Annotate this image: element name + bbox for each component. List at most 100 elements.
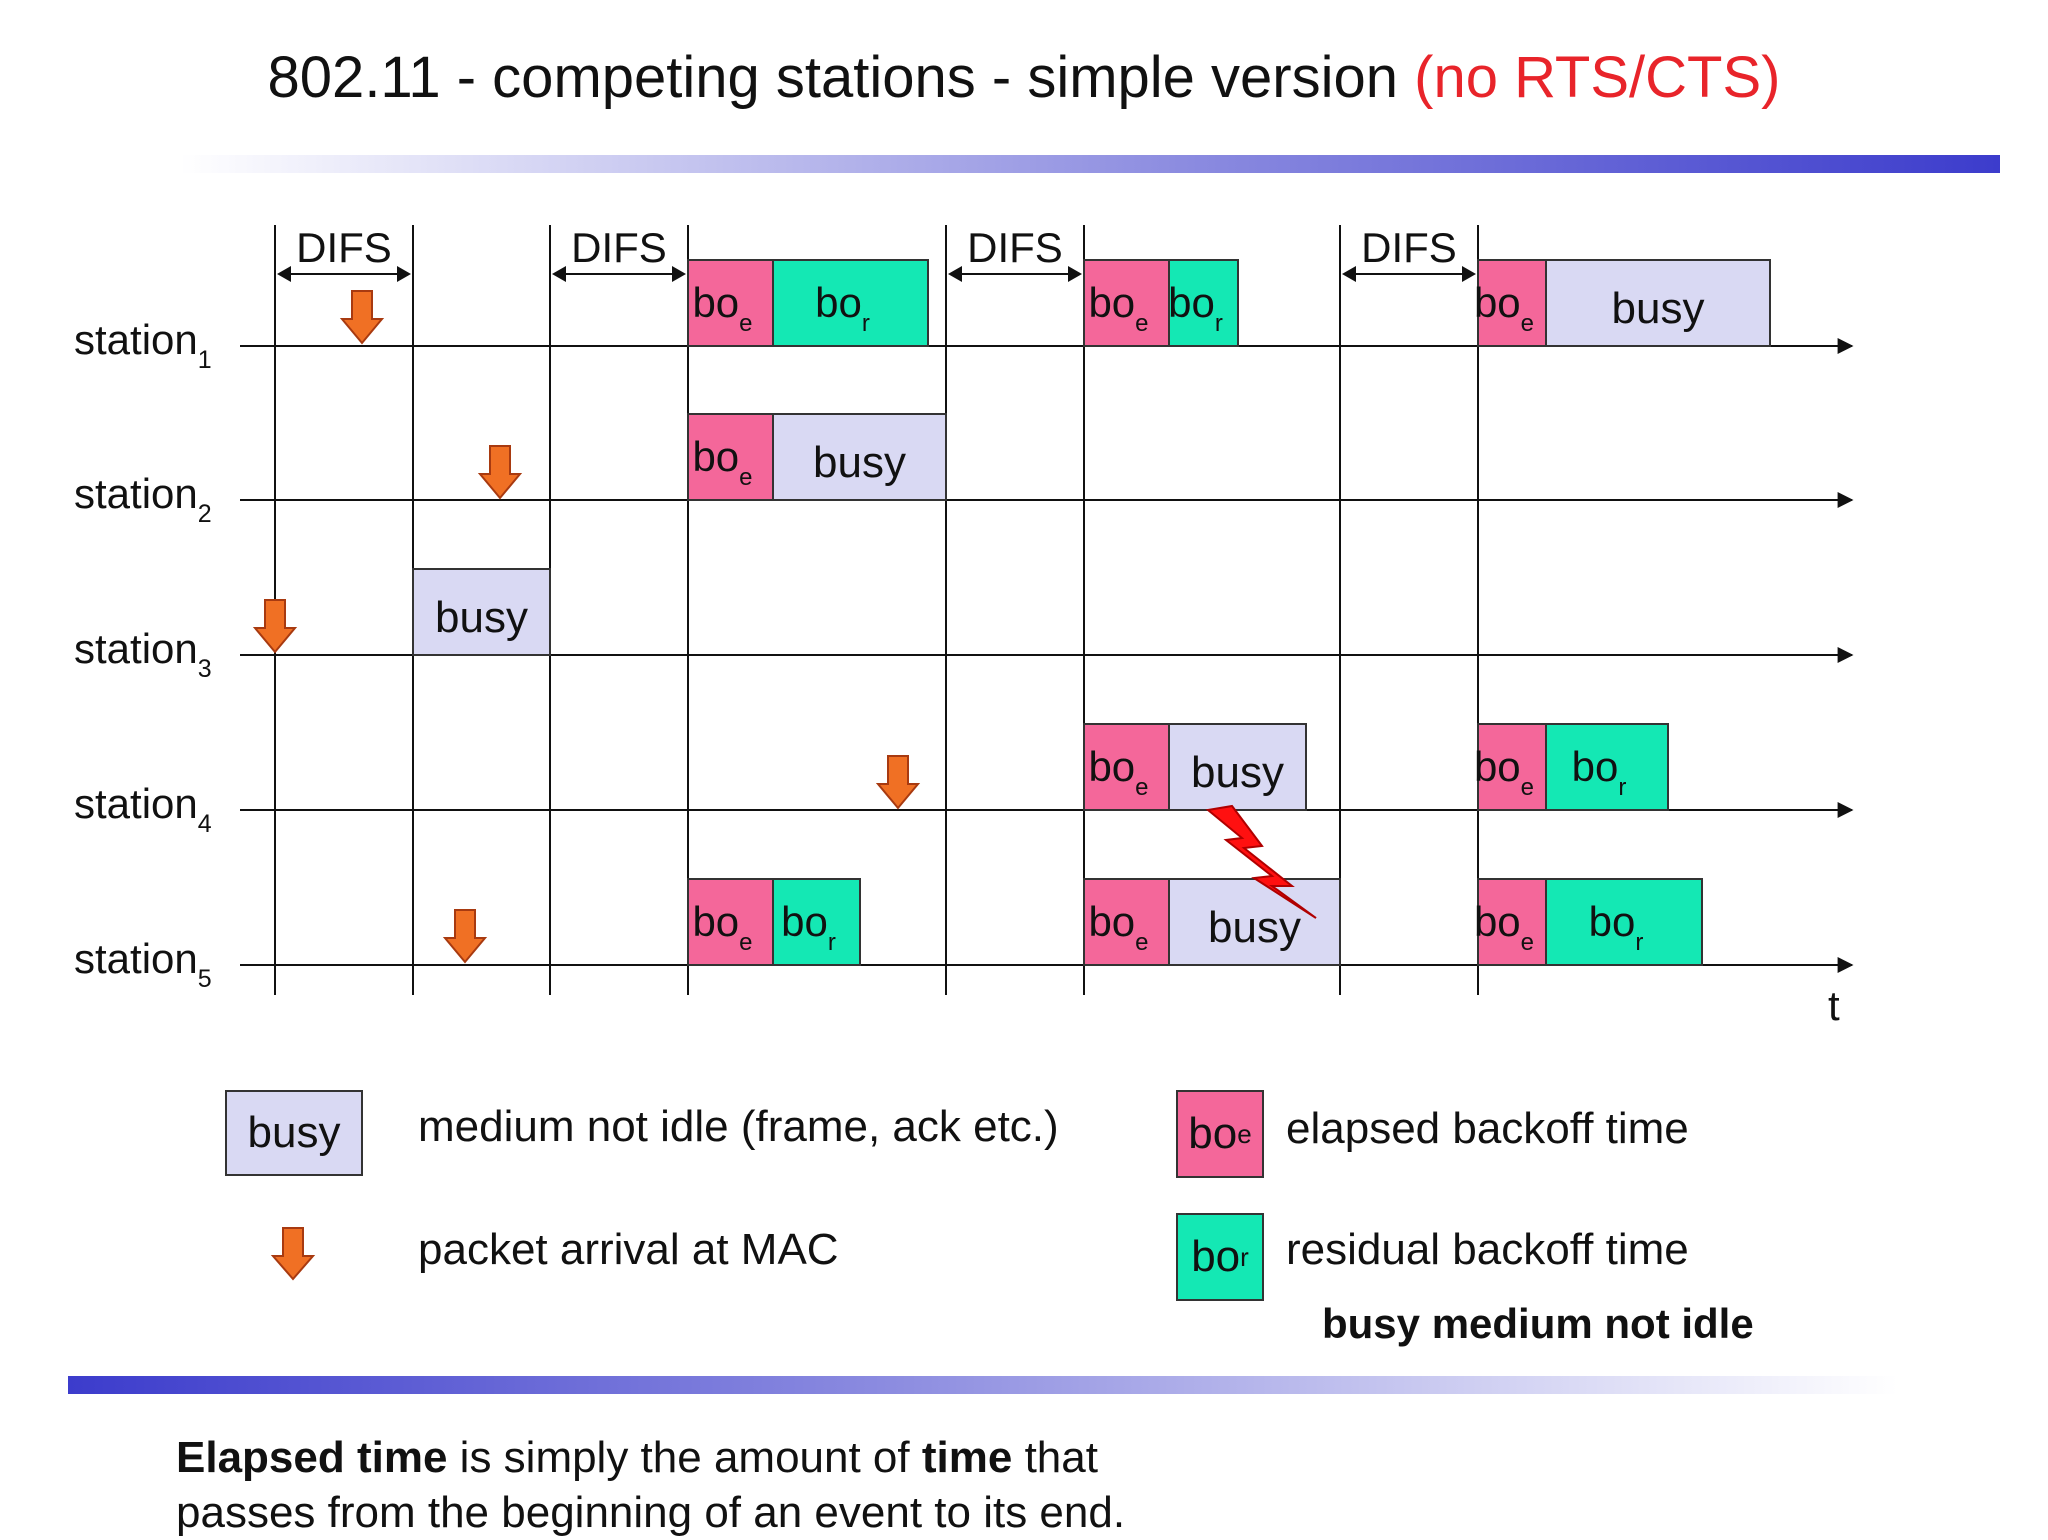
- legend-boe-bo: bo: [1188, 1109, 1238, 1158]
- difs-arrowhead-right: [1462, 266, 1476, 282]
- caption-bold-1: Elapsed time: [176, 1433, 448, 1482]
- elapsed-backoff-block: boe: [1083, 259, 1170, 347]
- elapsed-backoff-block-rect: [1083, 723, 1170, 811]
- arrival-arrow-icon: [477, 445, 523, 500]
- legend-bor-description: residual backoff time: [1286, 1225, 1689, 1274]
- station-label: station5: [74, 935, 212, 993]
- legend-bor-bo: bo: [1191, 1232, 1241, 1281]
- difs-label: DIFS: [967, 224, 1063, 271]
- legend-busy-box: busy: [225, 1090, 363, 1176]
- legend-arrow-icon: [270, 1226, 316, 1287]
- bottom-gradient-bar: [68, 1376, 1898, 1394]
- legend-arrow-description: packet arrival at MAC: [418, 1225, 839, 1274]
- legend-boe-description: elapsed backoff time: [1286, 1104, 1689, 1153]
- busy-label: busy: [1191, 748, 1284, 797]
- backoff-subscript: r: [862, 310, 870, 337]
- backoff-subscript: r: [1215, 310, 1223, 337]
- station-label: station4: [74, 780, 212, 838]
- backoff-subscript: r: [1618, 774, 1626, 801]
- arrival-arrow-icon: [339, 290, 385, 345]
- station-label: station1: [74, 316, 212, 374]
- busy-block-rect: [1168, 723, 1307, 811]
- busy-block: busy: [1545, 259, 1771, 347]
- residual-backoff-block-rect: [1545, 878, 1703, 966]
- difs-arrowhead-right: [1068, 266, 1082, 282]
- arrival-arrow-icon: [875, 755, 921, 810]
- busy-block: busy: [1168, 878, 1341, 966]
- elapsed-backoff-block: boe: [687, 878, 774, 966]
- backoff-subscript: e: [739, 929, 752, 956]
- difs-arrowhead-left: [552, 266, 566, 282]
- backoff-subscript: e: [739, 464, 752, 491]
- station-index: 2: [198, 500, 212, 528]
- residual-backoff-block-rect: [772, 878, 861, 966]
- legend-busy-box-label: busy: [247, 1108, 341, 1157]
- backoff-subscript: e: [1135, 774, 1148, 801]
- station-index: 3: [198, 655, 212, 683]
- elapsed-backoff-block-rect: [687, 259, 774, 347]
- arrival-arrow-icon: [252, 599, 298, 654]
- elapsed-backoff-block: boe: [687, 413, 774, 501]
- busy-label: busy: [435, 593, 528, 642]
- difs-label: DIFS: [571, 224, 667, 271]
- caption-line-1: Elapsed time is simply the amount of tim…: [176, 1430, 1125, 1485]
- station-label: station3: [74, 625, 212, 683]
- page-title: 802.11 - competing stations - simple ver…: [0, 44, 2048, 111]
- busy-label: busy: [1612, 284, 1705, 333]
- difs-markers: DIFS DIFS DIFS DIFS: [277, 224, 1476, 282]
- elapsed-backoff-block: boe: [1083, 878, 1170, 966]
- station-label: station2: [74, 470, 212, 528]
- caption-bold-2: time: [921, 1433, 1013, 1482]
- busy-note: busy medium not idle: [1322, 1300, 1754, 1347]
- difs-arrowhead-left: [277, 266, 291, 282]
- elapsed-backoff-block-rect: [1477, 723, 1547, 811]
- elapsed-backoff-block: boe: [1474, 259, 1547, 347]
- busy-block: busy: [412, 568, 551, 656]
- station-index: 1: [198, 346, 212, 374]
- difs-label: DIFS: [296, 224, 392, 271]
- busy-block: busy: [1168, 723, 1307, 811]
- legend-bor-box: bo r: [1176, 1213, 1264, 1301]
- residual-backoff-block: bor: [1545, 878, 1703, 966]
- residual-backoff-block-rect: [1168, 259, 1239, 347]
- backoff-subscript: e: [739, 310, 752, 337]
- caption-text-2: that: [1012, 1433, 1098, 1482]
- caption: Elapsed time is simply the amount of tim…: [176, 1430, 1125, 1540]
- residual-backoff-block-rect: [1545, 723, 1669, 811]
- top-gradient-bar: [180, 155, 2000, 173]
- difs-label: DIFS: [1361, 224, 1457, 271]
- residual-backoff-block: bor: [772, 878, 861, 966]
- busy-block-rect: [412, 568, 551, 656]
- difs-arrowhead-right: [672, 266, 686, 282]
- packet-arrivals: [252, 290, 921, 964]
- station-index: 4: [198, 810, 212, 838]
- elapsed-backoff-block: boe: [1083, 723, 1170, 811]
- title-highlight: (no RTS/CTS): [1414, 45, 1781, 110]
- arrival-arrow-icon: [442, 909, 488, 964]
- legend-boe-box: bo e: [1176, 1090, 1264, 1178]
- difs-arrowhead-left: [1342, 266, 1356, 282]
- difs-arrowhead-right: [397, 266, 411, 282]
- busy-block: busy: [772, 413, 947, 501]
- station-index: 5: [198, 965, 212, 993]
- elapsed-backoff-block: boe: [1474, 878, 1547, 966]
- backoff-subscript: r: [828, 929, 836, 956]
- backoff-subscript: e: [1521, 310, 1534, 337]
- caption-line-2: passes from the beginning of an event to…: [176, 1488, 1126, 1537]
- time-axis-label: t: [1828, 982, 1840, 1029]
- residual-backoff-block: bor: [1545, 723, 1669, 811]
- backoff-subscript: e: [1135, 929, 1148, 956]
- busy-label: busy: [1208, 903, 1301, 952]
- busy-block-rect: [772, 413, 947, 501]
- title-main: 802.11 - competing stations - simple ver…: [267, 45, 1415, 110]
- legend-busy-description: medium not idle (frame, ack etc.): [418, 1102, 1059, 1151]
- elapsed-backoff-block: boe: [1474, 723, 1547, 811]
- station-labels: station1 station2 station3 station4 station5: [74, 316, 212, 993]
- backoff-subscript: e: [1521, 774, 1534, 801]
- elapsed-backoff-block-rect: [1477, 259, 1547, 347]
- busy-block-rect: [1545, 259, 1771, 347]
- residual-backoff-block: bor: [1168, 259, 1239, 347]
- legend-bor-sub: r: [1240, 1241, 1249, 1272]
- residual-backoff-block: bor: [772, 259, 929, 347]
